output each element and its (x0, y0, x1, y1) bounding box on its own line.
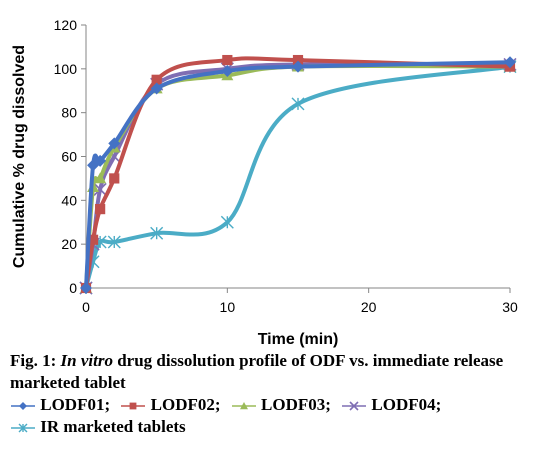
legend-symbol (121, 402, 146, 410)
data-point (109, 173, 120, 184)
legend-item: LODF01; (10, 395, 110, 414)
data-point (108, 137, 121, 150)
legend-item: LODF04; (341, 395, 441, 414)
legend-label: LODF02; (146, 395, 221, 414)
x-axis-label: Time (min) (258, 331, 339, 348)
data-point (151, 74, 162, 85)
y-tick-label: 20 (61, 236, 77, 252)
x-tick-label: 30 (502, 299, 518, 315)
data-point (150, 226, 164, 240)
data-point (150, 82, 163, 95)
series-lodf02 (80, 54, 516, 294)
caption-title: Fig. 1: In vitro drug dissolution profil… (10, 350, 550, 394)
data-point (221, 65, 234, 78)
legend-label: LODF03; (256, 395, 331, 414)
y-tick-label: 60 (61, 149, 77, 165)
data-point (95, 204, 106, 215)
y-tick-label: 100 (54, 61, 78, 77)
y-tick-label: 120 (54, 17, 78, 33)
x-tick-label: 0 (82, 299, 90, 315)
legend-symbol (11, 423, 35, 433)
series-line (84, 56, 511, 289)
y-axis-label: Cumulative % drug dissolved (11, 45, 28, 268)
series-line (84, 64, 511, 289)
figure-caption: Fig. 1: In vitro drug dissolution profil… (10, 350, 550, 438)
data-point (222, 54, 233, 66)
x-tick-label: 10 (220, 299, 236, 315)
data-point (80, 282, 92, 294)
y-tick-label: 0 (69, 280, 77, 296)
chart-ticks: 0 20 40 60 80 100 120 0 10 20 30 (54, 17, 518, 315)
data-point (220, 215, 234, 229)
legend-label: IR marketed tablets (36, 417, 186, 436)
dissolution-chart: 0 20 40 60 80 100 120 0 10 20 30 Time (min) Cumula… (11, 17, 518, 348)
legend-item: LODF02; (120, 395, 221, 414)
data-point (504, 56, 516, 69)
data-point (93, 182, 107, 196)
data-point (292, 54, 304, 66)
legend-item: IR marketed tablets (10, 417, 186, 436)
legend-label: LODF04; (367, 395, 442, 414)
data-point (94, 172, 107, 184)
chart-series (79, 54, 517, 295)
y-tick-label: 40 (61, 192, 77, 208)
data-point (87, 234, 99, 245)
legend-symbol (231, 402, 256, 410)
caption-italic-text: In vitro (60, 351, 113, 370)
series-line (84, 60, 511, 289)
x-tick-label: 20 (361, 299, 377, 315)
series-line (84, 62, 511, 289)
data-point (291, 97, 305, 111)
data-point (292, 60, 304, 73)
legend-symbol (11, 402, 35, 411)
legend-label: LODF01; (36, 395, 111, 414)
data-point (107, 235, 121, 249)
caption-title-text: drug dissolution profile of ODF vs. imme… (10, 351, 504, 392)
legend-item: LODF03; (231, 395, 331, 414)
series-lodf01 (80, 56, 516, 294)
data-point (94, 154, 107, 167)
y-tick-label: 80 (61, 105, 77, 121)
legend: LODF01; LODF02; LODF03; LODF04; IR marke… (10, 394, 550, 438)
figure-label: Fig. 1: (10, 351, 57, 370)
legend-symbol (342, 401, 367, 411)
